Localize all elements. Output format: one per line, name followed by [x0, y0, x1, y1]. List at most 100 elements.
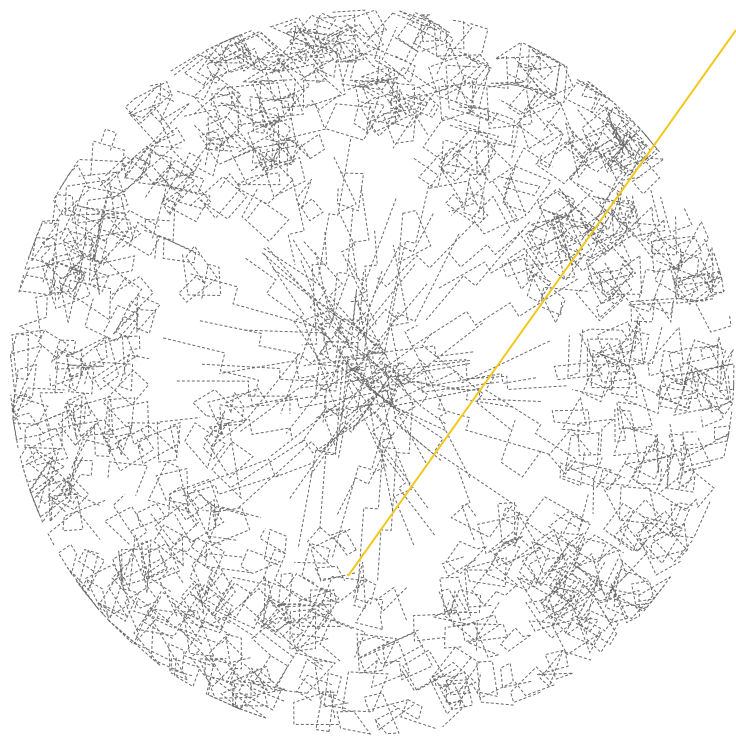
dashed-stroke — [103, 493, 148, 545]
dashed-stroke — [234, 30, 283, 74]
dashed-stroke — [242, 59, 305, 112]
dashed-stroke — [499, 627, 532, 652]
dashed-stroke — [59, 185, 127, 243]
dashed-stroke — [130, 82, 162, 116]
dashed-stroke — [142, 102, 191, 154]
dashed-stroke — [514, 50, 561, 101]
dashed-stroke — [299, 658, 325, 696]
dashed-stroke — [563, 109, 601, 181]
dashed-stroke — [525, 222, 576, 279]
dashed-stroke — [639, 531, 681, 576]
dashed-stroke — [76, 419, 123, 451]
dashed-stroke — [293, 689, 339, 725]
dashed-stroke — [508, 42, 543, 83]
dashed-stroke — [587, 247, 634, 301]
dashed-stroke — [694, 290, 732, 333]
dashed-stroke — [231, 90, 281, 128]
dashed-stroke — [653, 267, 695, 303]
dashed-stroke — [382, 108, 417, 145]
dashed-stroke — [54, 362, 95, 395]
dashed-stroke — [252, 51, 293, 71]
dashed-stroke — [143, 590, 196, 640]
dashed-stroke — [341, 47, 392, 91]
dashed-stroke — [613, 426, 659, 473]
dashed-stroke — [352, 310, 420, 405]
dashed-stroke — [651, 524, 693, 563]
dashed-stroke — [539, 650, 592, 688]
dashed-stroke — [377, 402, 413, 581]
dashed-stroke — [47, 509, 101, 546]
dashed-stroke — [658, 502, 695, 536]
dashed-stroke — [112, 541, 153, 587]
dashed-stroke — [349, 52, 381, 83]
dashed-stroke — [276, 30, 325, 78]
dashed-stroke — [324, 101, 386, 141]
dashed-stroke — [668, 261, 699, 300]
dashed-stroke — [586, 346, 622, 391]
dashed-stroke — [583, 610, 620, 654]
dashed-stroke — [75, 213, 127, 264]
dashed-stroke — [543, 53, 568, 105]
dashed-stroke — [501, 506, 530, 546]
dashed-stroke — [29, 455, 69, 518]
dashed-stroke — [262, 590, 329, 639]
dashed-stroke — [97, 575, 131, 618]
dashed-stroke — [156, 417, 201, 463]
dashed-stroke — [75, 548, 106, 595]
dashed-stroke — [205, 565, 251, 624]
dashed-stroke — [100, 128, 118, 152]
dashed-stroke — [177, 183, 212, 210]
dashed-stroke — [103, 397, 136, 440]
dashed-stroke — [500, 147, 554, 196]
dashed-stroke — [67, 279, 112, 321]
dashed-stroke — [356, 633, 397, 674]
dashed-stroke — [450, 502, 513, 538]
dashed-stroke — [45, 409, 80, 456]
dashed-stroke — [421, 41, 470, 93]
dashed-stroke — [598, 254, 643, 295]
dashed-stroke — [363, 12, 423, 62]
dashed-stroke — [576, 79, 614, 103]
dashed-stroke — [713, 411, 733, 441]
dashed-stroke — [18, 294, 48, 340]
dashed-stroke — [333, 156, 377, 326]
dashed-stroke — [376, 221, 475, 288]
dashed-stroke — [650, 522, 688, 560]
dashed-stroke — [525, 212, 584, 269]
dashed-stroke — [319, 618, 366, 662]
dashed-stroke — [170, 655, 201, 688]
dashed-stroke — [676, 445, 695, 489]
dashed-stroke — [306, 526, 346, 568]
dashed-stroke — [625, 326, 663, 365]
dashed-stroke — [437, 391, 550, 455]
dashed-stroke — [547, 248, 583, 281]
dashed-stroke — [269, 17, 320, 65]
dashed-stroke — [224, 145, 270, 186]
dashed-stroke — [170, 53, 221, 101]
dashed-stroke — [424, 373, 536, 387]
dashed-stroke — [659, 350, 692, 388]
dashed-stroke — [219, 360, 470, 379]
dashed-stroke — [585, 122, 642, 170]
dashed-stroke — [220, 669, 259, 710]
dashed-stroke — [314, 251, 332, 362]
dashed-stroke — [115, 225, 142, 248]
dashed-stroke — [565, 615, 601, 646]
dashed-stroke — [633, 424, 676, 465]
dashed-stroke — [396, 370, 513, 408]
dashed-stroke — [193, 72, 242, 129]
dashed-stroke — [356, 636, 390, 659]
dashed-stroke — [595, 271, 648, 324]
dashed-stroke — [138, 144, 182, 187]
dashed-stroke — [63, 236, 110, 280]
dashed-stroke — [21, 447, 60, 494]
dashed-stroke — [237, 153, 294, 205]
dashed-stroke — [158, 566, 185, 617]
dashed-stroke — [409, 77, 448, 100]
dashed-stroke — [464, 569, 495, 608]
dashed-stroke — [349, 230, 378, 303]
dashed-stroke — [468, 129, 519, 176]
dashed-stroke — [88, 237, 136, 295]
dashed-stroke — [437, 253, 525, 290]
dashed-stroke — [224, 587, 290, 639]
